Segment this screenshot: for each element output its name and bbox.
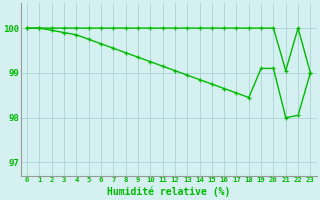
- X-axis label: Humidité relative (%): Humidité relative (%): [107, 186, 230, 197]
